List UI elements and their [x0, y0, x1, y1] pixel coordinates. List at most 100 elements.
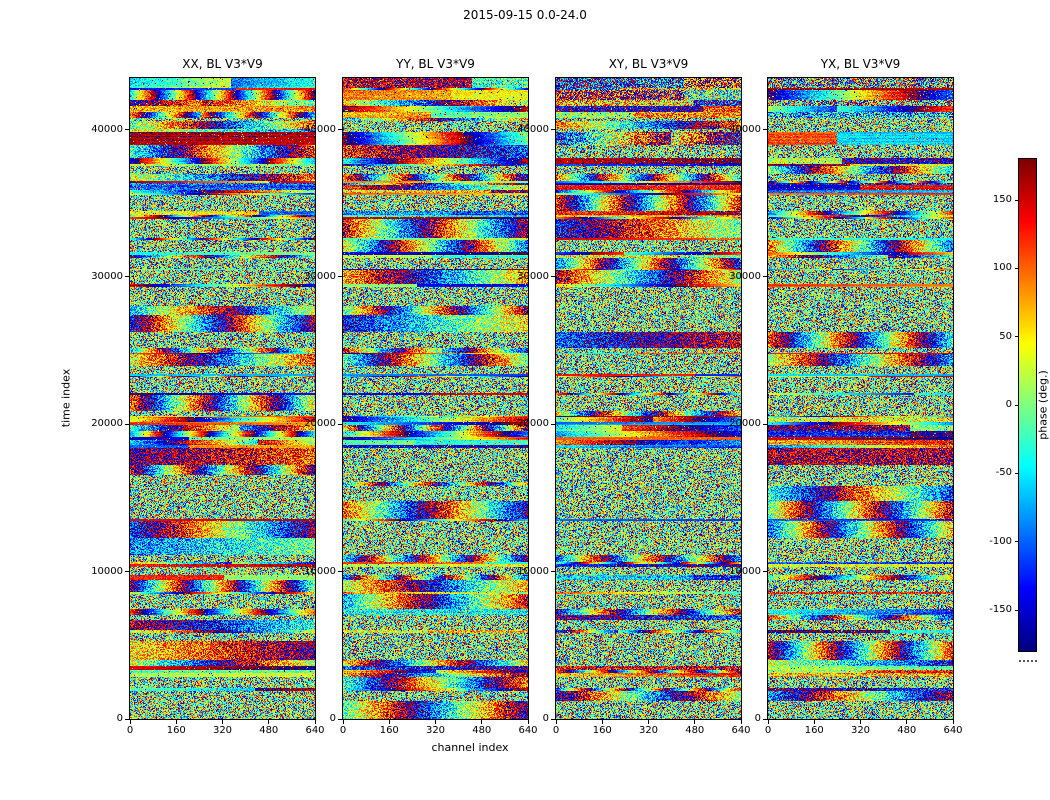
colorbar-tick-label: -100: [989, 535, 1012, 547]
y-tick-label: 0: [329, 713, 336, 724]
y-tick-mark: [763, 276, 767, 278]
x-tick-label: 160: [804, 725, 824, 736]
y-tick-mark: [338, 129, 342, 131]
panel-title-XY: XY, BL V3*V9: [608, 57, 689, 71]
x-tick-label: 320: [850, 725, 871, 736]
x-tick-label: 0: [339, 725, 347, 736]
y-tick-label: 10000: [729, 565, 761, 577]
x-tick-label: 320: [212, 725, 233, 736]
y-tick-label: 20000: [304, 418, 336, 430]
x-tick-mark: [555, 720, 557, 724]
x-tick-label: 160: [592, 725, 612, 736]
y-tick-label: 0: [116, 713, 123, 724]
y-tick-mark: [763, 571, 767, 573]
heatmap-canvas-XY: [556, 78, 741, 719]
heatmap-canvas-YY: [343, 78, 528, 719]
colorbar-tick-label: -150: [989, 604, 1012, 615]
heatmap-canvas-XX: [130, 78, 315, 719]
x-tick-mark: [860, 720, 861, 724]
heatmap-canvas-YX: [768, 78, 953, 719]
x-tick-mark: [527, 720, 529, 724]
x-tick-label: 0: [764, 725, 772, 736]
y-tick-mark: [551, 129, 555, 131]
x-tick-label: 640: [943, 725, 963, 736]
y-tick-label: 20000: [517, 418, 549, 430]
colorbar-tick-mark: [1015, 199, 1018, 201]
colorbar-tick-label: 0: [1005, 399, 1012, 410]
x-tick-label: 160: [379, 725, 399, 736]
x-tick-label: 640: [305, 725, 325, 736]
y-tick-label: 0: [754, 713, 761, 724]
colorbar-tick-mark: [1015, 404, 1018, 406]
colorbar-tick-label: -50: [995, 467, 1012, 479]
colorbar-tick-label: 150: [992, 194, 1012, 205]
x-tick-label: 160: [166, 725, 186, 736]
y-tick-mark: [551, 718, 555, 720]
y-tick-label: 20000: [91, 418, 123, 430]
y-tick-mark: [125, 276, 129, 278]
x-tick-label: 0: [126, 725, 134, 736]
x-tick-mark: [813, 720, 815, 724]
y-tick-label: 0: [542, 713, 549, 724]
y-tick-mark: [125, 423, 129, 425]
y-tick-mark: [125, 129, 129, 131]
y-tick-label: 20000: [729, 418, 761, 430]
colorbar-gradient: [1019, 159, 1036, 651]
y-tick-mark: [551, 276, 555, 278]
colorbar-dots: [1019, 660, 1037, 662]
x-tick-mark: [388, 720, 390, 724]
x-tick-mark: [481, 720, 483, 724]
x-tick-label: 640: [731, 725, 751, 736]
heatmap-panel-XX: [129, 77, 316, 720]
x-tick-mark: [648, 720, 649, 724]
panel-title-YY: YY, BL V3*V9: [396, 57, 475, 71]
y-tick-mark: [338, 423, 342, 425]
y-tick-mark: [338, 276, 342, 278]
x-tick-label: 480: [685, 725, 705, 736]
y-tick-label: 30000: [304, 270, 336, 282]
x-tick-label: 320: [425, 725, 446, 736]
y-tick-mark: [338, 718, 342, 720]
x-tick-mark: [314, 720, 316, 724]
x-tick-label: 480: [259, 725, 279, 736]
colorbar-tick-mark: [1015, 541, 1018, 543]
x-tick-mark: [694, 720, 696, 724]
panel-title-YX: YX, BL V3*V9: [820, 57, 901, 71]
y-tick-label: 40000: [729, 123, 761, 135]
x-axis-label: channel index: [431, 741, 509, 754]
x-tick-mark: [222, 720, 223, 724]
x-tick-mark: [435, 720, 436, 724]
y-tick-label: 40000: [91, 123, 123, 135]
x-tick-label: 320: [638, 725, 659, 736]
y-tick-label: 10000: [91, 565, 123, 577]
colorbar-tick-label: 100: [992, 262, 1012, 274]
x-tick-label: 480: [897, 725, 917, 736]
y-tick-mark: [125, 718, 129, 720]
y-axis-label: time index: [59, 368, 73, 428]
y-tick-mark: [551, 423, 555, 425]
x-tick-mark: [767, 720, 769, 724]
colorbar-tick-mark: [1015, 267, 1018, 269]
y-tick-label: 40000: [517, 123, 549, 135]
x-tick-label: 480: [472, 725, 492, 736]
x-tick-mark: [268, 720, 270, 724]
y-tick-label: 40000: [304, 123, 336, 135]
heatmap-panel-YX: [767, 77, 954, 720]
colorbar-strip: [1018, 158, 1037, 652]
colorbar-tick-mark: [1015, 609, 1018, 611]
x-tick-mark: [601, 720, 603, 724]
y-tick-label: 30000: [91, 270, 123, 282]
heatmap-panel-XY: [555, 77, 742, 720]
y-tick-label: 30000: [517, 270, 549, 282]
colorbar-tick-mark: [1015, 336, 1018, 338]
figure-title: 2015-09-15 0.0-24.0: [463, 8, 587, 22]
heatmap-panel-YY: [342, 77, 529, 720]
y-tick-mark: [338, 571, 342, 573]
x-tick-mark: [740, 720, 742, 724]
y-tick-mark: [763, 718, 767, 720]
y-tick-mark: [763, 423, 767, 425]
panel-title-XX: XX, BL V3*V9: [182, 57, 263, 71]
colorbar-label: phase (deg.): [1036, 370, 1050, 440]
y-tick-label: 10000: [517, 565, 549, 577]
